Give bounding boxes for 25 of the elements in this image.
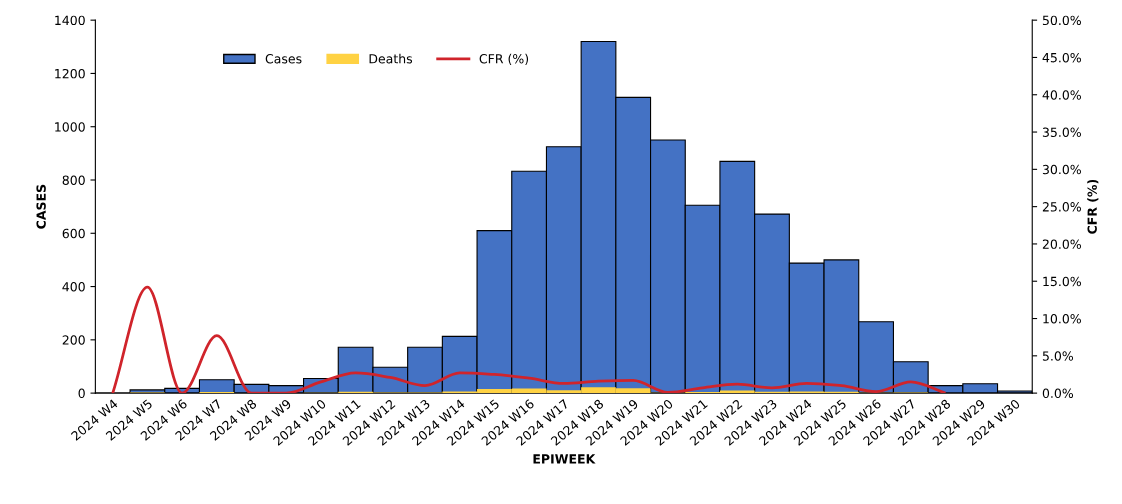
- y-tick-label: 200: [62, 335, 85, 345]
- y-tick-label: 1000: [55, 122, 85, 132]
- y2-tick-label: 0.0%: [1042, 388, 1074, 399]
- y2-axis-title: CFR (%): [1087, 179, 1099, 234]
- y2-tick-label: 50.0%: [1042, 15, 1081, 26]
- y2-tick-label: 35.0%: [1042, 127, 1081, 137]
- y2-tick-label: 20.0%: [1042, 239, 1081, 249]
- y2-tick-label: 40.0%: [1042, 90, 1081, 100]
- y-axis-title: CASES: [36, 184, 46, 229]
- legend-label: Deaths: [369, 53, 413, 64]
- y-tick-label: 1400: [55, 15, 85, 26]
- legend-label: Cases: [265, 54, 302, 64]
- y2-tick-label: 25.0%: [1042, 202, 1081, 212]
- y2-tick-label: 45.0%: [1042, 52, 1081, 63]
- x-axis-title: EPIWEEK: [533, 454, 596, 464]
- y-tick-label: 800: [62, 175, 85, 185]
- y2-tick-label: 5.0%: [1042, 351, 1074, 361]
- y2-tick-label: 30.0%: [1042, 164, 1081, 175]
- y2-tick-label: 15.0%: [1043, 276, 1081, 287]
- y-tick-label: 0: [78, 388, 85, 399]
- y-tick-label: 600: [62, 228, 85, 239]
- y-tick-label: 1200: [55, 68, 85, 79]
- legend-label: CFR (%): [479, 53, 529, 65]
- y2-tick-label: 10.0%: [1043, 314, 1081, 324]
- y-tick-label: 400: [62, 282, 85, 292]
